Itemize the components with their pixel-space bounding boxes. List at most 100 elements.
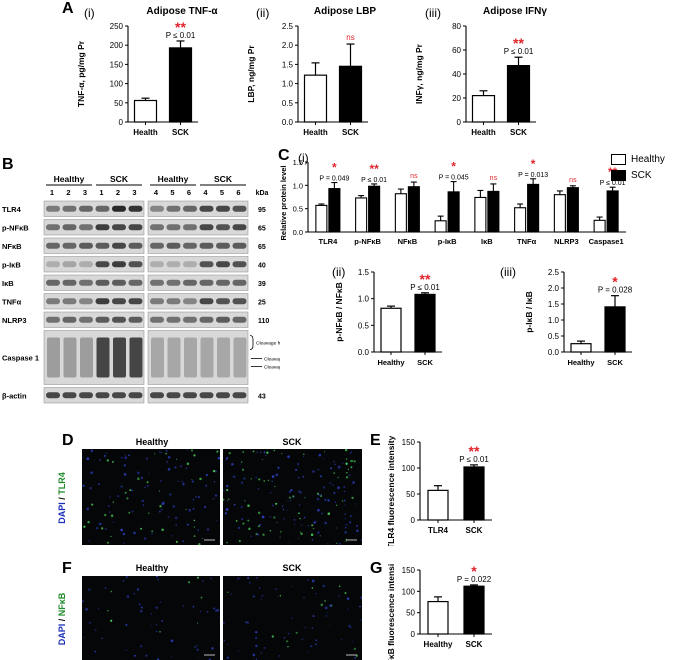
signal-speck <box>227 498 230 501</box>
nucleus-speck <box>139 609 143 613</box>
nucleus-speck <box>139 645 143 648</box>
bar-sck-4 <box>487 190 500 233</box>
nucleus-speck <box>170 535 173 537</box>
y-tick-label: 200 <box>110 41 124 50</box>
blot-band <box>62 279 77 286</box>
nucleus-speck <box>263 451 266 454</box>
bar-healthy-3 <box>434 220 447 233</box>
nucleus-speck <box>318 494 320 496</box>
signal-speck <box>312 527 315 530</box>
nucleus-speck <box>256 451 258 453</box>
signal-speck <box>255 533 258 536</box>
nucleus-speck <box>304 626 307 629</box>
sig-label: * <box>451 160 456 174</box>
nucleus-speck <box>90 471 94 475</box>
blot-band <box>150 205 164 212</box>
blot-strip <box>147 387 249 404</box>
blot-band <box>79 261 93 268</box>
blot-row-label: TNFα <box>2 297 22 306</box>
blot-row-label: β-actin <box>2 391 27 400</box>
y-tick-label: 2.0 <box>548 284 560 293</box>
y-axis-label: p-IκB / IκB <box>524 291 534 333</box>
blot-strip <box>43 311 145 328</box>
nucleus-speck <box>216 609 220 612</box>
blot-band <box>166 279 181 286</box>
blot-band <box>232 298 247 305</box>
blot-band <box>166 298 181 305</box>
nucleus-speck <box>201 580 204 582</box>
signal-speck <box>242 451 245 453</box>
blot-band <box>216 392 230 399</box>
blot-band-smear <box>184 337 197 378</box>
nucleus-speck <box>352 641 354 643</box>
nucleus-speck <box>291 617 293 620</box>
blot-band <box>183 261 197 268</box>
blot-band <box>216 279 230 286</box>
blot-band-smear <box>113 337 126 378</box>
blot-band-smear <box>96 337 110 378</box>
sig-label: * <box>612 274 618 290</box>
nucleus-speck <box>212 498 215 500</box>
y-tick-label: 1.0 <box>293 181 303 190</box>
x-tick-label: SCK <box>510 128 527 137</box>
signal-speck <box>110 514 114 517</box>
sig-label: ns <box>569 177 577 184</box>
nucleus-speck <box>316 497 320 501</box>
panel-f-ylabel-nfkb: NFκB <box>57 592 67 617</box>
nucleus-speck <box>260 598 262 600</box>
nucleus-speck <box>170 656 173 658</box>
y-tick-label: 0.0 <box>282 118 294 127</box>
nucleus-speck <box>195 496 197 498</box>
blot-band <box>166 224 181 231</box>
nucleus-speck <box>155 630 158 633</box>
signal-speck <box>302 453 305 456</box>
nucleus-speck <box>347 608 349 610</box>
signal-speck <box>333 472 336 475</box>
nucleus-speck <box>297 537 300 540</box>
p-value: P = 0.013 <box>518 172 548 179</box>
x-tick-label: SCK <box>607 358 623 367</box>
nucleus-speck <box>159 510 161 513</box>
blot-band <box>199 242 214 249</box>
signal-speck <box>159 505 162 508</box>
signal-speck <box>107 610 109 612</box>
blot-band <box>199 224 214 231</box>
signal-speck <box>176 458 178 460</box>
blot-band <box>62 205 77 212</box>
blot-band-smear <box>233 337 247 378</box>
blot-strip <box>147 219 249 236</box>
blot-band <box>216 224 230 231</box>
nucleus-speck <box>322 584 325 588</box>
y-tick-label: 80 <box>452 22 461 31</box>
blot-strip <box>43 200 145 217</box>
signal-speck <box>317 492 319 495</box>
nucleus-speck <box>197 657 199 659</box>
blot-band <box>79 392 93 399</box>
signal-speck <box>274 485 276 488</box>
blot-group-sck-right: SCK <box>214 174 233 184</box>
signal-speck <box>247 504 250 507</box>
signal-speck <box>310 533 314 537</box>
nucleus-speck <box>332 484 334 486</box>
blot-band-smear <box>151 337 164 378</box>
chart-c-pnfkb-ratio: 0.0 0.5 1.0 1.5 p-NFκB / NFκB Healthy SCK **P ≤… <box>334 268 442 367</box>
micrograph-background <box>82 576 220 660</box>
nucleus-speck <box>272 504 274 507</box>
blot-band <box>150 279 164 286</box>
nucleus-speck <box>145 654 148 657</box>
nucleus-speck <box>145 457 149 460</box>
nucleus-speck <box>146 484 149 487</box>
blot-band <box>216 261 230 268</box>
blot-band <box>183 224 197 231</box>
blot-group-healthy-left: Healthy <box>54 174 85 184</box>
bar-health <box>471 94 496 123</box>
chart-a-lbp: 0.0 0.5 1.0 1.5 2.0 2.5 LBP, ng/mg Pr Health SCK… <box>246 22 368 137</box>
signal-speck <box>240 461 243 463</box>
blot-band <box>79 242 93 249</box>
nucleus-speck <box>186 523 189 526</box>
blot-band <box>95 279 110 286</box>
x-tick-label: SCK <box>342 128 359 137</box>
blot-row-label: Caspase 1 <box>2 354 39 363</box>
y-tick-label: 0.0 <box>358 348 370 357</box>
signal-speck <box>193 519 196 522</box>
